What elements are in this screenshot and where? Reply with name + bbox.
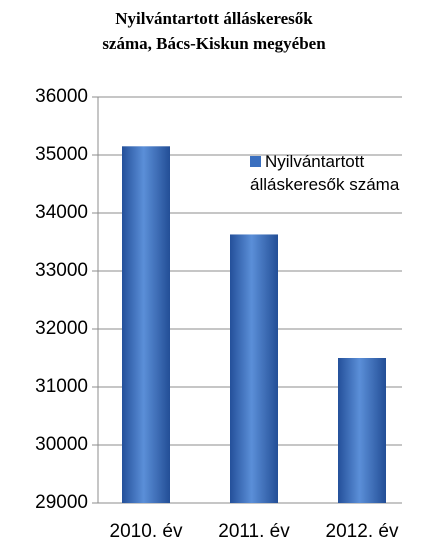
legend-swatch (250, 156, 261, 167)
x-tick-label: 2010. év (110, 521, 183, 542)
y-tick-label: 33000 (35, 260, 88, 281)
bar (338, 358, 386, 503)
x-tick-label: 2011. év (218, 521, 290, 542)
y-tick-label: 32000 (35, 318, 88, 339)
bar (122, 146, 170, 504)
y-tick-label: 34000 (35, 202, 88, 223)
y-tick-label: 30000 (35, 434, 88, 455)
y-tick-label: 29000 (35, 492, 88, 513)
y-tick-label: 31000 (35, 376, 88, 397)
legend-label: Nyilvántartott álláskeresők száma (250, 152, 400, 194)
y-tick-label: 36000 (35, 86, 88, 107)
chart-title: Nyilvántartott álláskeresők száma, Bács-… (102, 9, 326, 53)
bar (230, 234, 278, 503)
y-tick-label: 35000 (35, 144, 88, 165)
x-tick-label: 2012. év (326, 521, 399, 542)
legend: Nyilvántartott álláskeresők száma (250, 150, 400, 196)
